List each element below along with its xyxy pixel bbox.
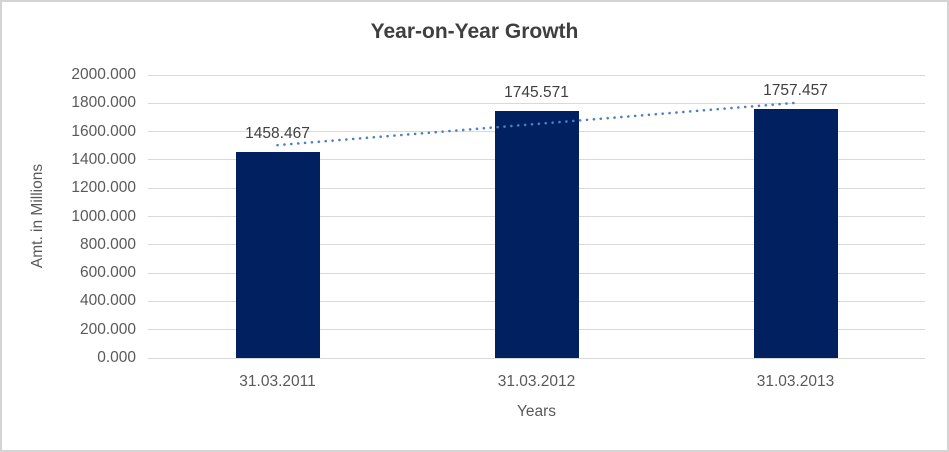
chart-title: Year-on-Year Growth [370,20,579,43]
bar-value-label: 1745.571 [504,84,569,101]
gridline [148,102,925,104]
trendline [276,101,797,147]
y-tick-label: 400.000 [79,292,136,310]
y-tick-label: 600.000 [79,264,136,282]
y-tick-label: 1800.000 [71,94,136,112]
x-tick-label: 31.03.2012 [497,373,576,390]
y-axis-title: Amt. in Millions [29,163,46,269]
bar [494,111,579,358]
gridline [148,357,925,359]
y-tick-label: 1000.000 [71,207,136,225]
y-tick-label: 1200.000 [71,179,136,197]
gridline [148,74,925,76]
bar-value-label: 1757.457 [763,82,828,100]
y-tick-label: 800.000 [79,235,136,253]
x-axis-title: Years [516,403,557,420]
x-tick-label: 31.03.2013 [756,373,835,390]
bar-value-label: 1458.467 [245,124,310,142]
y-tick-label: 1600.000 [71,122,136,140]
x-tick-label: 31.03.2011 [239,373,316,390]
y-tick-label: 0.000 [97,349,136,366]
y-tick-label: 1400.000 [71,150,136,168]
bar [235,151,320,358]
y-tick-label: 2000.000 [71,66,136,83]
y-tick-label: 200.000 [79,320,136,338]
plot-area: 0.000 200.000 400.000 600.000 800.000 1000.00… [71,66,925,390]
bar [753,109,838,358]
